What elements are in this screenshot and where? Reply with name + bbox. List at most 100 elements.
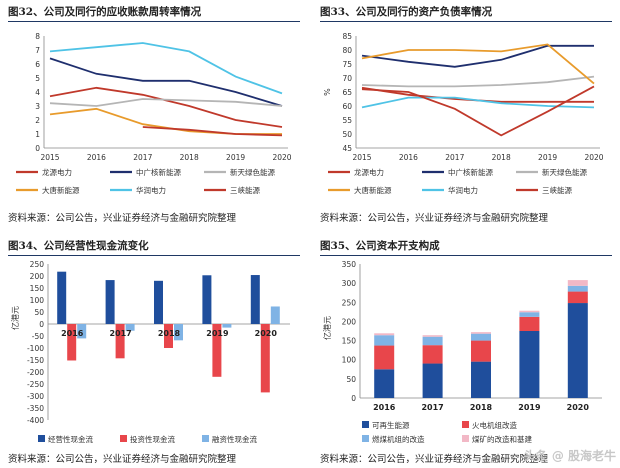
y-tick-label: 250 xyxy=(342,298,357,307)
bar-segment xyxy=(471,340,491,362)
title-rule xyxy=(320,21,612,22)
legend-swatch xyxy=(120,435,127,442)
x-tick-label: 2016 xyxy=(373,403,396,412)
y-tick-label: 80 xyxy=(342,46,352,55)
bar-segment xyxy=(471,361,491,398)
bar-segment xyxy=(374,333,395,336)
legend-label: 三峡能源 xyxy=(230,185,260,195)
legend-label: 新天绿色能源 xyxy=(542,167,587,177)
x-tick-label: 2020 xyxy=(272,153,291,162)
y-axis-label: % xyxy=(323,88,332,96)
line-chart: 45 50 55 60 65 70 75 80 85 2015 2016 2017 2018 2019 20… xyxy=(323,32,604,195)
y-tick-label: 55 xyxy=(342,116,352,125)
legend-label: 火电机组改造 xyxy=(472,420,517,430)
y-tick-label: -400 xyxy=(27,416,44,425)
bar xyxy=(260,324,270,393)
y-tick-label: 200 xyxy=(342,317,357,326)
series-line xyxy=(49,86,283,128)
bar xyxy=(125,324,135,331)
series-line xyxy=(49,98,283,107)
x-tick-label: 2019 xyxy=(206,329,229,338)
bar-segment xyxy=(567,285,588,292)
y-tick-label: 50 xyxy=(342,130,352,139)
y-tick-label: 5 xyxy=(35,74,40,83)
y-tick-label: 2 xyxy=(35,116,40,125)
bar-segment xyxy=(567,280,588,286)
x-tick-label: 2016 xyxy=(61,329,84,338)
y-tick-label: 0 xyxy=(39,320,44,329)
y-tick-label: -100 xyxy=(27,344,44,353)
chart-panel-1: 图32、公司及同行的应收账款周转率情况 0 1 2 3 4 5 6 7 8 2015 2016 201… xyxy=(8,4,300,228)
y-tick-label: 50 xyxy=(34,308,44,317)
legend-label: 华润电力 xyxy=(136,185,166,195)
x-tick-label: 2017 xyxy=(421,403,443,412)
legend-label: 中广核新能源 xyxy=(448,167,493,177)
bar-segment xyxy=(422,336,443,346)
legend-label: 大唐新能源 xyxy=(42,185,80,195)
bar xyxy=(174,324,183,341)
legend-label: 煤矿的改造和基建 xyxy=(472,434,532,444)
bar-segment xyxy=(471,332,491,334)
y-tick-label: 0 xyxy=(351,394,356,403)
y-tick-label: 300 xyxy=(342,279,357,288)
bar xyxy=(57,271,67,324)
y-tick-label: 6 xyxy=(35,60,40,69)
legend-label: 中广核新能源 xyxy=(136,167,181,177)
bar-chart: -400 -350 -300 -250 -200 -150 -100 -50 0 50 100 150… xyxy=(10,260,290,444)
line-chart: 0 1 2 3 4 5 6 7 8 2015 2016 2017 2018 2019 2020 龙源电力 中广核… xyxy=(16,32,292,195)
title-rule xyxy=(8,21,300,22)
bar xyxy=(270,306,280,324)
series-line xyxy=(49,42,283,95)
chart-panel-4: 图35、公司资本开支构成 0 50 100 150 200 250 300 350 亿港元 201… xyxy=(320,238,612,465)
bar xyxy=(222,324,232,328)
series-line xyxy=(361,44,594,68)
y-tick-label: 0 xyxy=(35,144,40,153)
bar xyxy=(250,275,260,324)
legend-swatch xyxy=(202,435,209,442)
y-tick-label: -300 xyxy=(27,392,44,401)
chart-title: 图33、公司及同行的资产负债率情况 xyxy=(320,6,493,18)
legend-label: 龙源电力 xyxy=(354,167,384,177)
x-tick-label: 2017 xyxy=(109,329,131,338)
bar-segment xyxy=(567,291,588,304)
bar xyxy=(115,324,125,359)
source-note: 资料来源：公司公告，兴业证券经济与金融研究院整理 xyxy=(8,213,237,224)
legend-label: 投资性现金流 xyxy=(130,434,175,444)
source-note: 资料来源：公司公告，兴业证券经济与金融研究院整理 xyxy=(320,213,549,224)
bar-segment xyxy=(422,363,443,398)
bar-segment xyxy=(567,303,588,398)
bar xyxy=(77,324,87,339)
x-tick-label: 2017 xyxy=(445,153,464,162)
x-tick-label: 2018 xyxy=(158,329,181,338)
stacked-bar-chart: 0 50 100 150 200 250 300 350 亿港元 2016 2017 2018 2019… xyxy=(322,260,602,444)
chart-panel-2: 图33、公司及同行的资产负债率情况 45 50 55 60 65 70 75 80 85 2015… xyxy=(320,4,612,228)
x-tick-label: 2018 xyxy=(470,403,493,412)
series-line xyxy=(361,96,595,109)
chart-title: 图35、公司资本开支构成 xyxy=(320,240,440,252)
y-tick-label: 350 xyxy=(342,260,357,269)
y-tick-label: 75 xyxy=(342,60,352,69)
y-tick-label: 150 xyxy=(30,284,45,293)
y-tick-label: 200 xyxy=(30,272,45,281)
x-tick-label: 2016 xyxy=(87,153,106,162)
x-tick-label: 2019 xyxy=(226,153,245,162)
y-tick-label: 65 xyxy=(342,88,352,97)
y-tick-label: 85 xyxy=(342,32,352,41)
x-tick-label: 2019 xyxy=(518,403,541,412)
bar-segment xyxy=(471,333,491,341)
legend-swatch xyxy=(362,421,369,428)
watermark: 头条 @ 股海老牛 xyxy=(523,449,616,463)
y-tick-label: 60 xyxy=(342,102,352,111)
bar xyxy=(164,324,173,348)
x-tick-label: 2017 xyxy=(133,153,152,162)
chart-panel-3: 图34、公司经营性现金流变化 -400 -350 -300 -250 -200 -150-… xyxy=(8,238,300,465)
y-tick-label: 100 xyxy=(342,356,357,365)
y-tick-label: 7 xyxy=(35,46,40,55)
series-line xyxy=(49,57,283,107)
y-tick-label: -250 xyxy=(27,380,44,389)
y-tick-label: 45 xyxy=(342,144,352,153)
title-rule xyxy=(320,255,612,256)
y-tick-label: -50 xyxy=(32,332,44,341)
series-line xyxy=(361,43,595,85)
y-tick-label: 4 xyxy=(35,88,40,97)
